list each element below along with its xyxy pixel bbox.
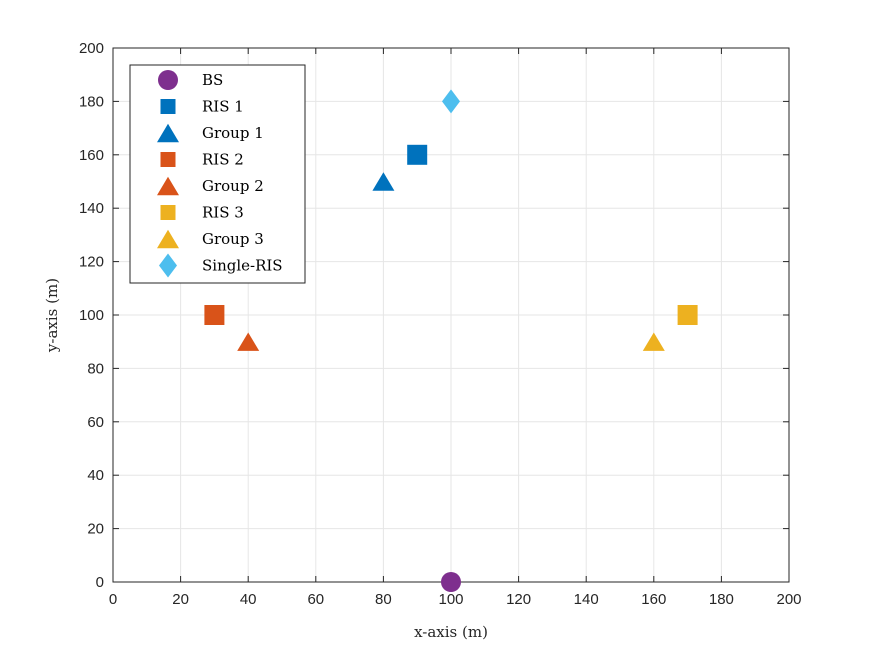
data-point-ris-2: [204, 305, 225, 325]
legend-label-ris-1: RIS 1: [202, 98, 244, 116]
y-tick-label: 200: [79, 40, 104, 57]
legend-marker-group-3: [157, 229, 179, 249]
y-tick-label: 0: [96, 574, 104, 591]
legend-label-group-1: Group 1: [202, 124, 264, 142]
legend-marker-ris-2: [160, 152, 176, 167]
x-axis-label: x-axis (m): [414, 623, 488, 641]
legend-marker-group-1: [157, 123, 179, 143]
y-axis-label: y-axis (m): [43, 278, 61, 353]
legend-marker-bs: [158, 70, 178, 90]
x-tick-label: 180: [709, 591, 734, 608]
x-tick-label: 20: [172, 591, 189, 608]
legend-marker-single-ris: [159, 253, 177, 278]
x-tick-label: 40: [240, 591, 257, 608]
y-tick-label: 20: [87, 521, 104, 538]
x-tick-label: 140: [574, 591, 599, 608]
y-tick-label: 100: [79, 307, 104, 324]
x-tick-label: 200: [776, 591, 801, 608]
legend-label-ris-2: RIS 2: [202, 151, 244, 169]
data-point-group-2: [237, 332, 260, 351]
data-point-group-3: [642, 332, 665, 351]
legend-label-ris-3: RIS 3: [202, 204, 244, 222]
data-point-ris-1: [407, 144, 428, 165]
data-point-bs: [441, 572, 461, 592]
data-point-ris-3: [677, 305, 698, 325]
legend-marker-group-2: [157, 176, 179, 196]
legend-label-bs: BS: [202, 71, 223, 89]
data-point-group-1: [372, 172, 395, 191]
legend-label-group-2: Group 2: [202, 177, 264, 195]
x-tick-label: 0: [109, 591, 117, 608]
y-tick-label: 80: [87, 360, 104, 377]
y-tick-label: 40: [87, 467, 104, 484]
legend: BS RIS 1 Group 1 RIS 2 Group 2 RIS 3 Group 3 Si…: [129, 64, 306, 284]
x-tick-label: 160: [641, 591, 666, 608]
y-tick-label: 160: [79, 147, 104, 164]
legend-marker-ris-1: [160, 99, 176, 114]
y-tick-label: 120: [79, 254, 104, 271]
x-tick-label: 120: [506, 591, 531, 608]
y-tick-label: 140: [79, 200, 104, 217]
x-tick-label: 60: [307, 591, 324, 608]
data-point-single-ris: [442, 89, 460, 114]
y-tick-label: 60: [87, 414, 104, 431]
legend-label-single-ris: Single-RIS: [202, 257, 283, 275]
x-tick-label: 100: [438, 591, 463, 608]
legend-label-group-3: Group 3: [202, 230, 264, 248]
legend-marker-ris-3: [160, 205, 176, 220]
y-tick-label: 180: [79, 93, 104, 110]
x-tick-label: 80: [375, 591, 392, 608]
